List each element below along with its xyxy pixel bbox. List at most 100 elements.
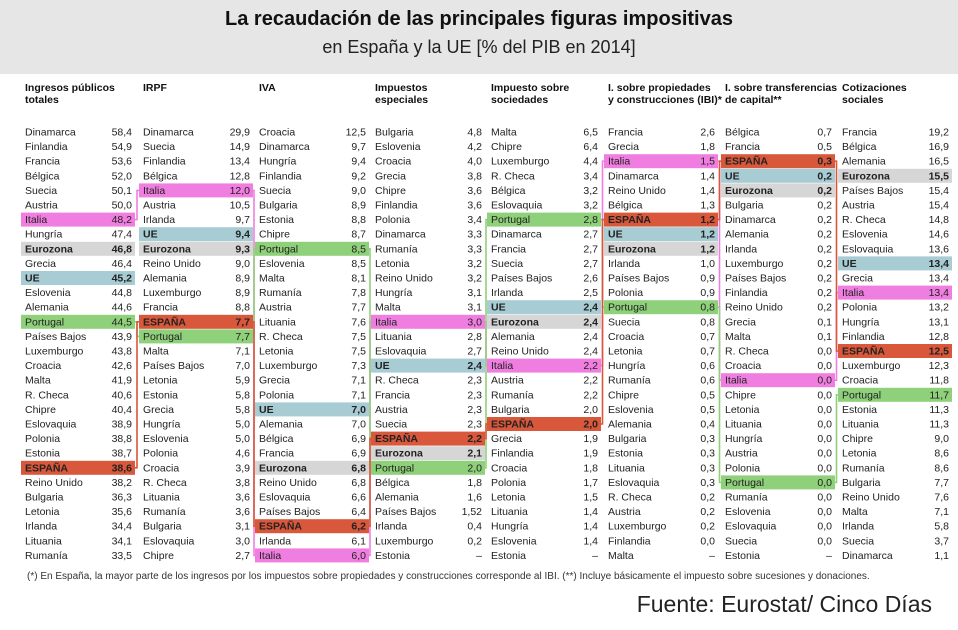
row-label-ue: UE — [143, 229, 158, 241]
row-label-hungria: Hungría — [259, 156, 297, 168]
row-label-lituania: Lituania — [143, 492, 180, 504]
row-value-hungria: 1,4 — [583, 521, 598, 533]
row-label-estonia: Estonia — [259, 214, 294, 226]
row-label-croacia: Croacia — [842, 375, 878, 387]
row-label-paises-bajos: Países Bajos — [491, 273, 552, 285]
row-label-polonia: Polonia — [143, 448, 178, 460]
highlight-box-eurozona — [371, 446, 485, 461]
row-value-ue: 1,2 — [700, 229, 715, 241]
row-label-suecia: Suecia — [143, 141, 175, 153]
row-value-lituania: 1,4 — [583, 506, 598, 518]
row-value-bulgaria: 36,3 — [112, 492, 133, 504]
row-label-francia: Francia — [608, 127, 643, 139]
row-label-malta: Malta — [25, 375, 51, 387]
row-label-finlandia: Finlandia — [842, 331, 885, 343]
row-value-polonia: 1,7 — [583, 477, 598, 489]
row-label-croacia: Croacia — [491, 462, 527, 474]
row-value-chipre: 40,4 — [112, 404, 133, 416]
row-label-francia: Francia — [375, 389, 410, 401]
row-label-lituania: Lituania — [608, 462, 645, 474]
header-band: La recaudación de las principales figura… — [0, 0, 958, 74]
row-value-chipre: 0,5 — [700, 389, 715, 401]
row-value-malta: 7,1 — [934, 506, 949, 518]
row-value-estonia: – — [592, 550, 598, 562]
row-label-eslovaquia: Eslovaquia — [725, 521, 777, 533]
row-label-suecia: Suecia — [375, 419, 407, 431]
row-label-portugal: Portugal — [143, 331, 182, 343]
row-value-polonia: 38,8 — [112, 433, 133, 445]
row-value-malta: 8,1 — [351, 273, 366, 285]
row-label-luxemburgo: Luxemburgo — [25, 346, 84, 358]
row-label-portugal: Portugal — [608, 302, 647, 314]
row-value-ue: 2,4 — [467, 360, 482, 372]
row-label-r-checa: R. Checa — [259, 331, 303, 343]
row-value-rumania: 7,8 — [351, 287, 366, 299]
row-label-francia: Francia — [725, 141, 760, 153]
footnote: (*) En España, la mayor parte de los ing… — [27, 571, 870, 582]
row-label-portugal: Portugal — [725, 477, 764, 489]
highlight-box-eurozona — [604, 241, 718, 256]
row-value-grecia: 0,1 — [817, 316, 832, 328]
row-label-bulgaria: Bulgaria — [842, 477, 881, 489]
row-label-hungria: Hungría — [725, 433, 763, 445]
row-value-eslovaquia: 13,6 — [929, 243, 950, 255]
row-value-letonia: 1,5 — [583, 492, 598, 504]
row-label-luxemburgo: Luxemburgo — [608, 521, 667, 533]
row-label-grecia: Grecia — [375, 170, 406, 182]
row-label-reino-unido: Reino Unido — [725, 302, 783, 314]
row-label-r-checa: R. Checa — [725, 346, 769, 358]
row-value-grecia: 1,9 — [583, 433, 598, 445]
row-value-eurozona: 46,8 — [112, 243, 133, 255]
row-value-alemania: 7,0 — [351, 419, 366, 431]
connector-line-espana — [835, 160, 838, 352]
row-label-espana: ESPAÑA — [842, 345, 885, 358]
connector-line-portugal — [835, 393, 838, 484]
row-label-luxemburgo: Luxemburgo — [725, 258, 784, 270]
row-value-finlandia: 12,8 — [929, 331, 950, 343]
row-value-grecia: 5,8 — [235, 404, 250, 416]
row-label-estonia: Estonia — [608, 448, 643, 460]
row-value-francia: 2,7 — [583, 243, 598, 255]
row-value-paises-bajos: 0,2 — [817, 273, 832, 285]
row-label-italia: Italia — [375, 316, 397, 328]
row-value-dinamarca: 0,2 — [817, 214, 832, 226]
row-label-espana: ESPAÑA — [375, 432, 418, 445]
row-label-polonia: Polonia — [608, 287, 643, 299]
row-label-reino-unido: Reino Unido — [25, 477, 83, 489]
row-value-eslovaquia: 38,9 — [112, 419, 133, 431]
row-value-chipre: 8,7 — [351, 229, 366, 241]
row-value-eurozona: 6,8 — [351, 462, 366, 474]
row-label-letonia: Letonia — [491, 492, 526, 504]
row-label-italia: Italia — [842, 287, 864, 299]
row-value-letonia: 0,0 — [817, 404, 832, 416]
row-label-irlanda: Irlanda — [491, 287, 523, 299]
row-label-italia: Italia — [259, 550, 281, 562]
row-label-hungria: Hungría — [608, 360, 646, 372]
row-label-malta: Malta — [143, 346, 169, 358]
row-label-eurozona: Eurozona — [143, 243, 191, 255]
connector-line-portugal — [718, 306, 721, 484]
row-value-eslovaquia: 3,2 — [583, 200, 598, 212]
row-value-croacia: 1,8 — [583, 462, 598, 474]
row-label-espana: ESPAÑA — [143, 315, 186, 328]
row-value-alemania: 2,4 — [583, 331, 598, 343]
row-label-belgica: Bélgica — [842, 141, 877, 153]
row-value-r-checa: 3,8 — [235, 477, 250, 489]
row-label-austria: Austria — [25, 200, 58, 212]
row-value-rumania: 0,0 — [817, 492, 832, 504]
row-label-rumania: Rumanía — [725, 492, 768, 504]
highlight-box-ue — [721, 168, 835, 183]
column-header: especiales — [375, 94, 428, 106]
connector-line-espana — [135, 321, 139, 469]
row-label-eslovenia: Eslovenia — [842, 229, 888, 241]
row-value-rumania: 0,6 — [700, 375, 715, 387]
row-label-belgica: Bélgica — [143, 170, 178, 182]
row-value-irlanda: 1,0 — [700, 258, 715, 270]
row-label-suecia: Suecia — [842, 535, 874, 547]
row-label-austria: Austria — [375, 404, 408, 416]
row-value-ue: 9,4 — [235, 229, 250, 241]
row-label-malta: Malta — [842, 506, 868, 518]
highlight-box-italia — [487, 358, 601, 373]
row-label-letonia: Letonia — [842, 448, 877, 460]
row-label-austria: Austria — [608, 506, 641, 518]
